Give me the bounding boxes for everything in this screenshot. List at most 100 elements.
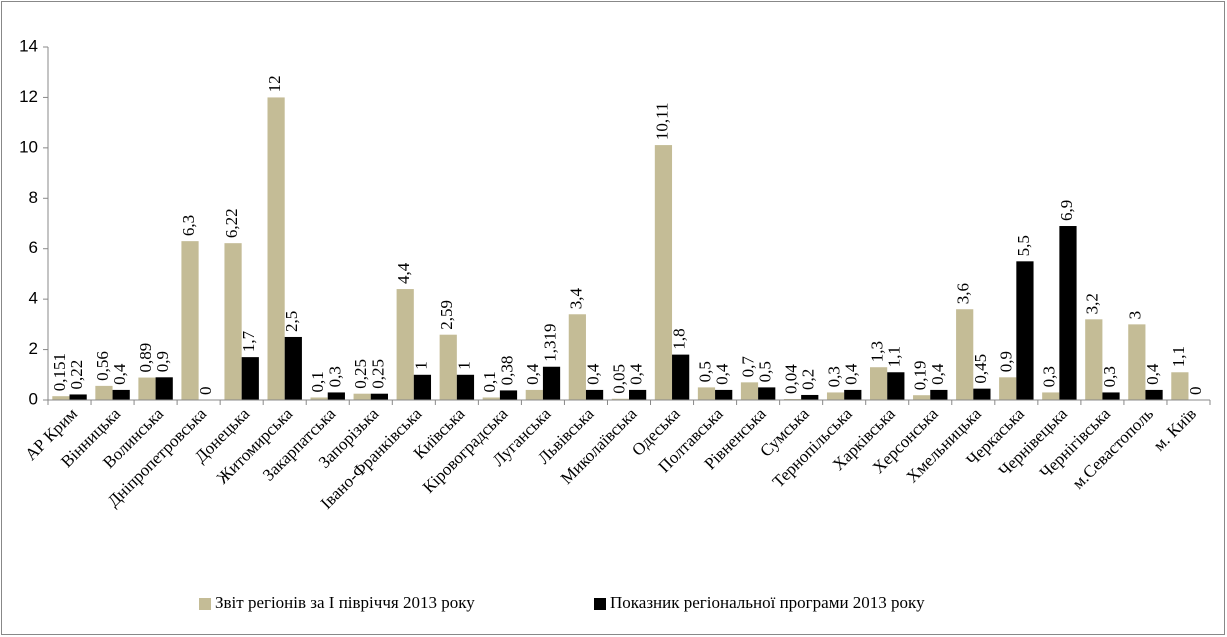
value-label: 0,38 [497,356,516,386]
value-label: 4,4 [394,262,413,284]
bar [1085,319,1103,400]
bar [267,97,285,400]
bar [973,388,991,400]
bar [284,336,302,400]
value-label: 0,4 [627,363,646,385]
bar [138,377,156,400]
bar [1145,389,1163,400]
bar [1042,392,1060,400]
value-label: 1,3 [868,341,887,362]
value-label: 10,11 [652,102,671,140]
bar [525,389,543,400]
bar [783,398,802,400]
value-label: 0,3 [325,366,344,387]
bar [654,145,673,400]
bar [930,389,948,400]
value-label: 3,2 [1083,293,1102,314]
bar [241,357,259,400]
value-label: 0,3 [1040,366,1059,387]
y-tick-label: 10 [19,137,38,156]
value-label: 0,9 [153,351,172,372]
y-tick-label: 0 [29,389,38,408]
value-label: 0,4 [110,363,129,385]
y-tick-label: 6 [29,238,38,257]
value-label: 0,4 [713,363,732,385]
value-label: 1 [411,361,430,370]
bar [499,390,518,400]
value-label: 0,89 [136,343,155,373]
bar [181,241,199,400]
y-tick-label: 2 [29,339,38,358]
value-label: 2,5 [282,311,301,332]
bar [585,389,604,400]
value-label: 3 [1126,311,1145,320]
bar [611,398,629,400]
bar [224,243,242,400]
bar [826,392,845,400]
bar [801,394,819,400]
bar [456,374,475,400]
value-label: 6,9 [1057,200,1076,221]
bar [482,397,500,400]
bar [844,389,862,400]
value-label: 0,25 [351,359,370,389]
bar [1059,226,1077,400]
value-label: 0,7 [738,356,757,378]
legend-swatch [199,598,211,610]
value-label: 0,19 [911,360,930,390]
bar [913,395,931,400]
bar [542,366,561,400]
legend-label: Звіт регіонів за І півріччя 2013 року [215,593,475,612]
value-label: 6,3 [179,215,198,236]
bar [310,397,328,400]
y-tick-label: 12 [19,87,38,106]
value-label: 3,6 [954,283,973,304]
bar [999,377,1017,400]
bar [370,393,388,400]
bar [155,377,173,400]
bar [396,289,414,400]
value-label: 0,151 [50,353,69,391]
value-label: 2,59 [437,300,456,330]
value-label: 0,9 [997,351,1016,372]
bar [758,387,776,400]
value-label: 0,1 [308,371,327,392]
bar [95,385,113,400]
bar [715,389,733,400]
value-label: 0,45 [971,354,990,384]
bar [672,354,690,400]
bar [69,394,87,400]
y-tick-label: 8 [29,188,38,207]
value-label: 0,56 [93,351,112,381]
legend-label: Показник регіональної програми 2013 року [610,593,925,612]
value-label: 0,4 [523,363,542,385]
value-label: 0,22 [67,360,86,390]
value-label: 0,1 [480,371,499,392]
y-tick-label: 14 [19,36,38,55]
value-label: 0,4 [1143,363,1162,385]
bar [870,367,888,400]
bar [1171,372,1189,400]
value-label: 1,7 [239,330,258,352]
bar [740,382,759,400]
value-label: 0,4 [928,363,947,385]
value-label: 3,4 [566,288,585,310]
value-label: 1,8 [670,328,689,349]
value-label: 1,319 [540,323,559,361]
value-label: 0,2 [799,369,818,390]
y-tick-label: 4 [29,289,38,308]
bar [413,374,432,400]
bar [112,389,130,400]
bar [956,309,974,400]
value-label: 0,25 [368,359,387,389]
value-label: 6,22 [222,208,241,238]
bar [439,334,457,400]
bar [887,372,905,400]
value-label: 0,3 [1100,366,1119,387]
value-label: 0,4 [842,363,861,385]
value-label: 1,1 [1169,346,1188,367]
bar [1128,324,1146,400]
legend-swatch [594,598,606,610]
bar [568,314,586,400]
